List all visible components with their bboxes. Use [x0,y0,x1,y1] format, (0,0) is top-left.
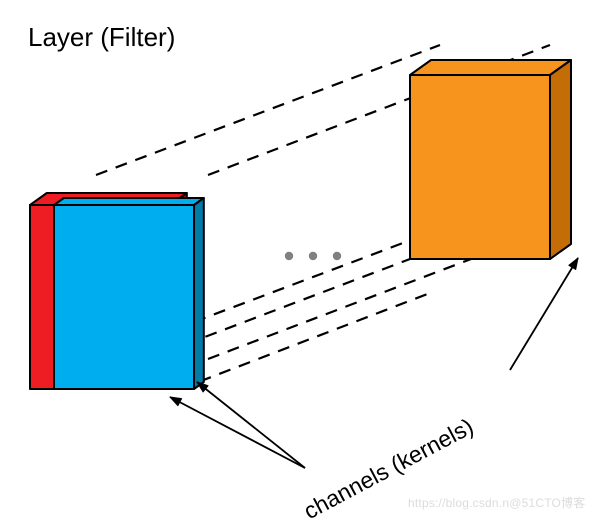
ellipsis-dot [333,252,341,260]
kernel-slab-blue [54,198,204,389]
layer-filter-diagram [0,0,600,526]
kernel-slab-orange [410,60,571,259]
ellipsis-dot [309,252,317,260]
diagram-title: Layer (Filter) [28,22,175,53]
ellipsis-dot [285,252,293,260]
